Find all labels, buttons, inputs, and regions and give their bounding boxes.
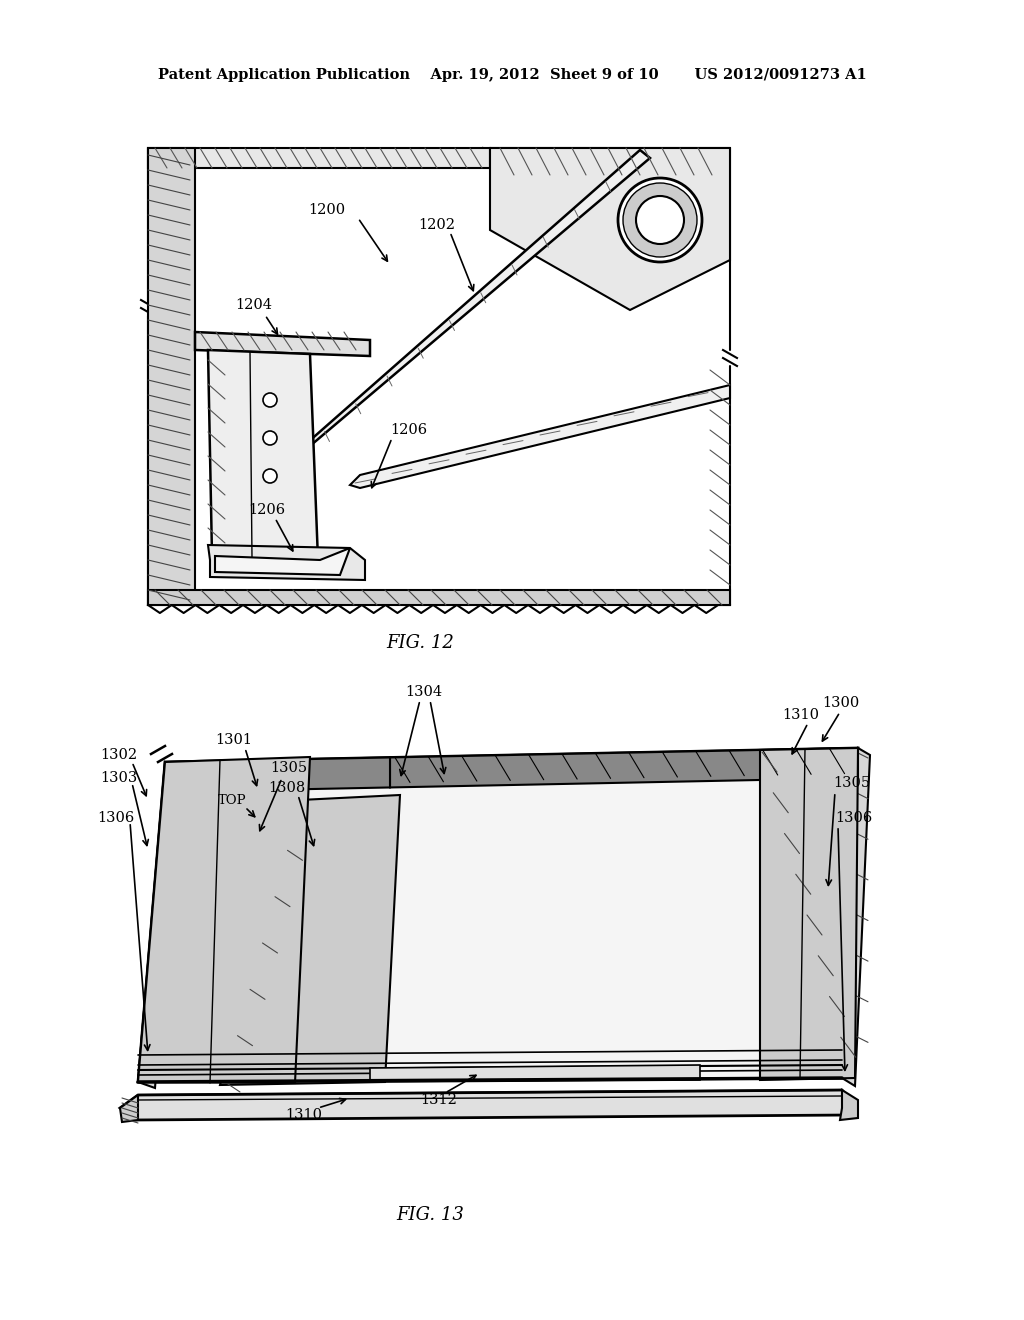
Text: TOP: TOP: [218, 793, 247, 807]
Polygon shape: [208, 545, 365, 579]
Text: 1202: 1202: [418, 218, 455, 232]
Polygon shape: [215, 548, 350, 576]
Polygon shape: [390, 748, 858, 788]
Circle shape: [263, 393, 278, 407]
Text: 1310: 1310: [782, 708, 819, 722]
Polygon shape: [120, 1090, 855, 1119]
Polygon shape: [138, 762, 180, 1088]
Polygon shape: [840, 1090, 858, 1119]
Text: 1302: 1302: [100, 748, 137, 762]
Circle shape: [623, 183, 697, 257]
Polygon shape: [220, 795, 400, 1085]
Text: 1308: 1308: [268, 781, 305, 795]
Polygon shape: [208, 350, 318, 560]
Text: 1204: 1204: [234, 298, 272, 312]
Text: 1206: 1206: [390, 422, 427, 437]
Polygon shape: [165, 758, 390, 792]
Circle shape: [263, 432, 278, 445]
Polygon shape: [148, 148, 730, 605]
Text: 1306: 1306: [835, 810, 872, 825]
Text: FIG. 12: FIG. 12: [386, 634, 454, 652]
Text: 1306: 1306: [97, 810, 134, 825]
Polygon shape: [138, 748, 858, 1082]
Polygon shape: [148, 148, 195, 605]
Polygon shape: [148, 590, 730, 605]
Text: 1312: 1312: [420, 1093, 457, 1107]
Polygon shape: [842, 748, 870, 1086]
Text: 1305: 1305: [270, 762, 307, 775]
Text: 1305: 1305: [833, 776, 870, 789]
Text: 1301: 1301: [215, 733, 252, 747]
Circle shape: [263, 469, 278, 483]
Circle shape: [618, 178, 702, 261]
Circle shape: [636, 195, 684, 244]
Polygon shape: [148, 148, 490, 168]
Text: 1200: 1200: [308, 203, 345, 216]
Text: 1206: 1206: [248, 503, 285, 517]
Polygon shape: [760, 748, 858, 1080]
Polygon shape: [370, 1065, 700, 1082]
Polygon shape: [258, 150, 650, 490]
Text: 1300: 1300: [822, 696, 859, 710]
Text: 1310: 1310: [285, 1107, 322, 1122]
Polygon shape: [138, 756, 310, 1082]
Polygon shape: [195, 333, 370, 356]
Text: 1304: 1304: [406, 685, 442, 700]
Polygon shape: [490, 148, 730, 310]
Polygon shape: [120, 1096, 138, 1122]
Polygon shape: [350, 385, 730, 488]
Text: Patent Application Publication    Apr. 19, 2012  Sheet 9 of 10       US 2012/009: Patent Application Publication Apr. 19, …: [158, 69, 866, 82]
Text: FIG. 13: FIG. 13: [396, 1206, 464, 1224]
Text: 1303: 1303: [100, 771, 137, 785]
